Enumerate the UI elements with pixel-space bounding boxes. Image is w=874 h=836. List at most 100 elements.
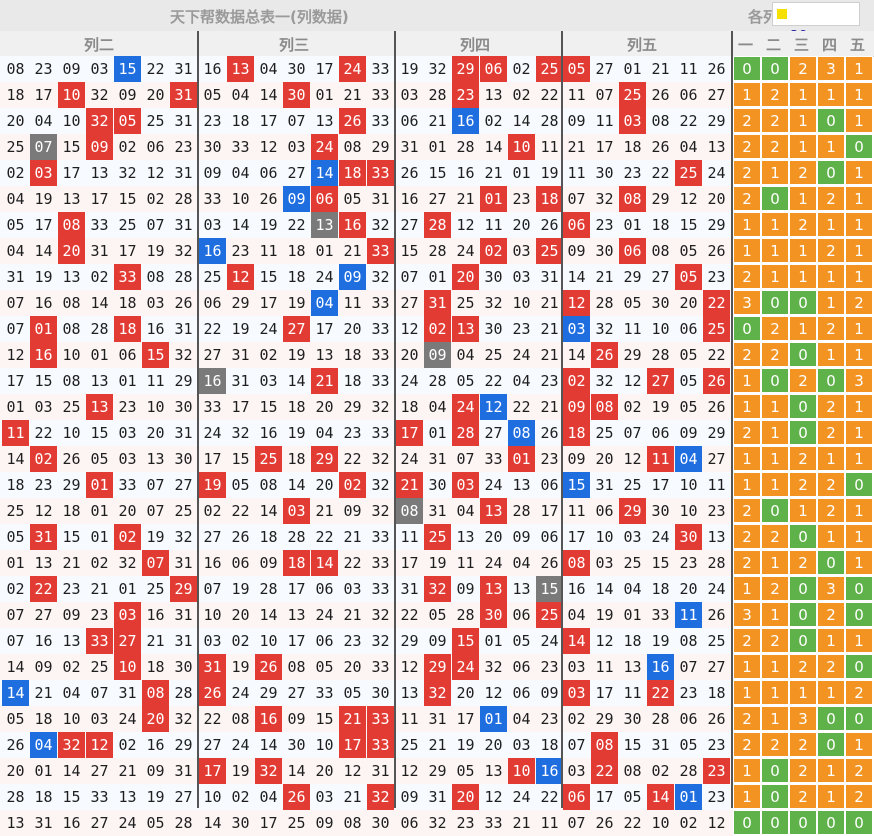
table-row: 14 02 26 05 03 13 30 17 15 25 18 29 22 32 24 31 07 33 01 23… xyxy=(0,446,733,472)
count-cell: 1 xyxy=(733,212,761,237)
number-cell: 27 xyxy=(707,658,726,676)
number-cell: 21 xyxy=(90,580,109,598)
number-cell: 03 xyxy=(203,632,222,650)
count-cell: 3 xyxy=(817,576,845,601)
count-cell: 0 xyxy=(761,56,789,81)
table-row: 14 21 04 07 31 08 28 26 24 29 27 33 05 30 13 32 20 12 06 09… xyxy=(0,680,733,706)
number-cell: 16 xyxy=(62,814,81,832)
number-cell: 25 xyxy=(595,424,614,442)
number-cell: 10 xyxy=(62,424,81,442)
number-cell: 10 xyxy=(114,654,141,680)
number-cell: 07 xyxy=(679,658,698,676)
number-cell: 32 xyxy=(174,528,193,546)
number-cell: 21 xyxy=(34,684,53,702)
number-cell: 11 xyxy=(343,294,362,312)
number-cell: 15 xyxy=(259,268,278,286)
number-cell: 32 xyxy=(118,164,137,182)
site-logo[interactable]: cz89.com xyxy=(772,2,860,45)
number-cell: 04 xyxy=(311,290,338,316)
number-cell: 27 xyxy=(283,316,310,342)
number-cell: 31 xyxy=(174,606,193,624)
table-row: 01 13 21 02 32 07 31 16 06 09 18 14 22 33 17 19 11 24 04 26… xyxy=(0,550,733,576)
number-cell: 09 xyxy=(118,86,137,104)
number-cell: 11 xyxy=(2,420,29,446)
number-cell: 30 xyxy=(174,658,193,676)
count-cell: 2 xyxy=(733,732,761,757)
number-cell: 14 xyxy=(259,606,278,624)
number-cell: 18 xyxy=(287,450,306,468)
number-cell: 23 xyxy=(679,684,698,702)
number-cell: 24 xyxy=(400,372,419,390)
number-cell: 29 xyxy=(428,762,447,780)
count-cell: 0 xyxy=(761,758,789,783)
number-cell: 05 xyxy=(679,736,698,754)
number-cell: 13 xyxy=(707,528,726,546)
number-cell: 19 xyxy=(146,528,165,546)
number-cell: 19 xyxy=(651,632,670,650)
number-cell: 23 xyxy=(540,372,559,390)
number-cell: 07 xyxy=(146,216,165,234)
number-cell: 03 xyxy=(90,710,109,728)
count-cell: 1 xyxy=(845,732,873,757)
number-cell: 26 xyxy=(6,736,25,754)
number-cell: 23 xyxy=(343,632,362,650)
number-cell: 03 xyxy=(114,602,141,628)
number-cell: 27 xyxy=(287,164,306,182)
number-cell: 23 xyxy=(203,112,222,130)
count-cell: 1 xyxy=(733,576,761,601)
number-cell: 09 xyxy=(540,684,559,702)
count-cell: 0 xyxy=(817,108,845,133)
number-cell: 12 xyxy=(34,502,53,520)
number-cell: 25 xyxy=(203,268,222,286)
count-cell: 1 xyxy=(789,134,817,159)
number-cell: 08 xyxy=(563,550,590,576)
number-cell: 11 xyxy=(567,86,586,104)
number-cell: 29 xyxy=(452,56,479,82)
number-cell: 23 xyxy=(707,736,726,754)
table-row: 08 23 09 03 15 22 31 16 13 04 30 17 24 33 19 32 29 06 02 25… xyxy=(0,56,733,82)
number-cell: 32 xyxy=(371,632,390,650)
number-cell: 17 xyxy=(567,528,586,546)
number-cell: 25 xyxy=(146,580,165,598)
number-cell: 07 xyxy=(595,86,614,104)
number-cell: 18 xyxy=(343,372,362,390)
count-cell: 1 xyxy=(733,82,761,107)
number-cell: 24 xyxy=(707,164,726,182)
count-cell: 0 xyxy=(817,368,845,393)
number-cell: 02 xyxy=(146,190,165,208)
number-cell: 09 xyxy=(203,164,222,182)
number-cell: 09 xyxy=(424,342,451,368)
number-cell: 31 xyxy=(428,450,447,468)
number-cell: 20 xyxy=(484,528,503,546)
count-cell: 2 xyxy=(789,550,817,575)
number-cell: 05 xyxy=(563,56,590,82)
number-cell: 19 xyxy=(259,216,278,234)
number-cell: 27 xyxy=(428,190,447,208)
number-cell: 14 xyxy=(512,112,531,130)
count-cell: 2 xyxy=(845,680,873,705)
count-cell: 0 xyxy=(733,316,761,341)
number-cell: 26 xyxy=(707,60,726,78)
number-cell: 03 xyxy=(343,580,362,598)
number-cell: 31 xyxy=(30,524,57,550)
number-cell: 26 xyxy=(540,554,559,572)
number-cell: 15 xyxy=(536,576,563,602)
count-cell: 1 xyxy=(845,550,873,575)
number-cell: 25 xyxy=(484,346,503,364)
number-cell: 06 xyxy=(400,814,419,832)
number-cell: 02 xyxy=(563,368,590,394)
number-cell: 10 xyxy=(512,294,531,312)
number-cell: 15 xyxy=(679,216,698,234)
count-cell: 0 xyxy=(845,472,873,497)
number-cell: 06 xyxy=(311,186,338,212)
number-cell: 10 xyxy=(146,398,165,416)
number-cell: 28 xyxy=(428,372,447,390)
number-cell: 12 xyxy=(259,138,278,156)
number-cell: 31 xyxy=(371,762,390,780)
count-cell: 1 xyxy=(761,394,789,419)
number-cell: 01 xyxy=(623,60,642,78)
number-cell: 16 xyxy=(34,632,53,650)
number-cell: 31 xyxy=(174,632,193,650)
number-cell: 26 xyxy=(339,108,366,134)
table-row: 20 04 10 32 05 25 31 23 18 17 07 13 26 33 06 21 16 02 14 28… xyxy=(0,108,733,134)
